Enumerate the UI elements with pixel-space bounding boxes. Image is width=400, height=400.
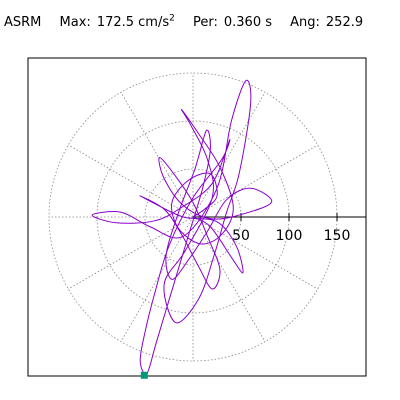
record-label: ASRM bbox=[4, 15, 42, 31]
grid-spoke-8 bbox=[120, 216, 194, 342]
angle-label: Ang: 252.9 bbox=[290, 15, 363, 30]
grid-spoke-7 bbox=[68, 216, 194, 290]
angle-label-text: Ang: bbox=[290, 15, 320, 31]
angle-value: 252.9 bbox=[325, 15, 364, 31]
grid-spoke-5 bbox=[68, 144, 194, 218]
radial-tick-label-1: 100 bbox=[276, 228, 303, 244]
radial-tick-label-2: 150 bbox=[324, 228, 351, 244]
orbit-trace bbox=[91, 79, 273, 375]
grid-spoke-11 bbox=[192, 216, 318, 290]
grid-spoke-4 bbox=[120, 92, 194, 218]
grid-spoke-1 bbox=[192, 144, 318, 218]
orbit-path bbox=[91, 79, 273, 375]
max-label: Max: 172.5 cm/s2 bbox=[59, 14, 175, 31]
radial-axis: 50 100 150 bbox=[193, 213, 366, 244]
max-value: 172.5 cm/s bbox=[96, 15, 170, 31]
period-value: 0.360 s bbox=[223, 15, 272, 31]
end-marker-group bbox=[140, 371, 148, 379]
max-unit-exponent: 2 bbox=[169, 14, 175, 24]
grid-spoke-2 bbox=[192, 92, 266, 218]
max-point-marker bbox=[140, 371, 148, 379]
max-label-text: Max: bbox=[59, 15, 91, 31]
period-label: Per: 0.360 s bbox=[193, 15, 272, 30]
period-label-text: Per: bbox=[193, 15, 218, 31]
radial-tick-label-0: 50 bbox=[232, 228, 250, 244]
grid-spoke-10 bbox=[192, 216, 266, 342]
chart-title: ASRM Max: 172.5 cm/s2 Per: 0.360 s Ang: 252… bbox=[4, 14, 377, 30]
